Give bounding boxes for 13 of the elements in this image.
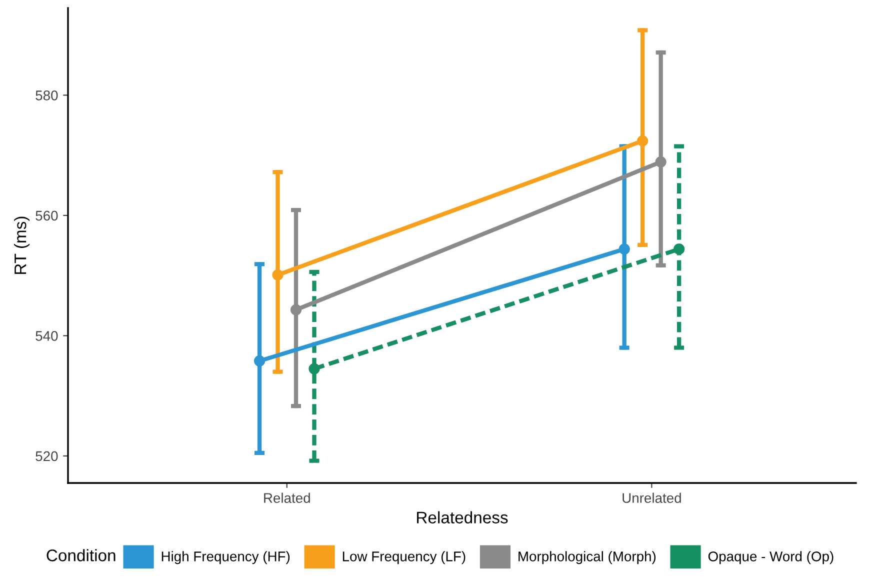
y-tick-label: 540	[36, 331, 58, 341]
legend-label: High Frequency (HF)	[162, 551, 290, 564]
y-tick-label: 520	[36, 451, 58, 462]
x-axis-title: Relatedness	[417, 511, 508, 524]
x-tick-label: Related	[264, 492, 310, 503]
legend-label: Low Frequency (LF)	[342, 551, 466, 564]
y-tick-label: 580	[36, 90, 58, 100]
y-tick-label: 560	[36, 210, 58, 221]
legend-label: Opaque - Word (Op)	[708, 551, 834, 564]
legend-label: Morphological (Morph)	[518, 551, 656, 564]
x-tick-label: Unrelated	[622, 492, 681, 503]
legend-title: Condition	[46, 549, 116, 562]
y-axis-title: RT (ms)	[14, 216, 30, 274]
